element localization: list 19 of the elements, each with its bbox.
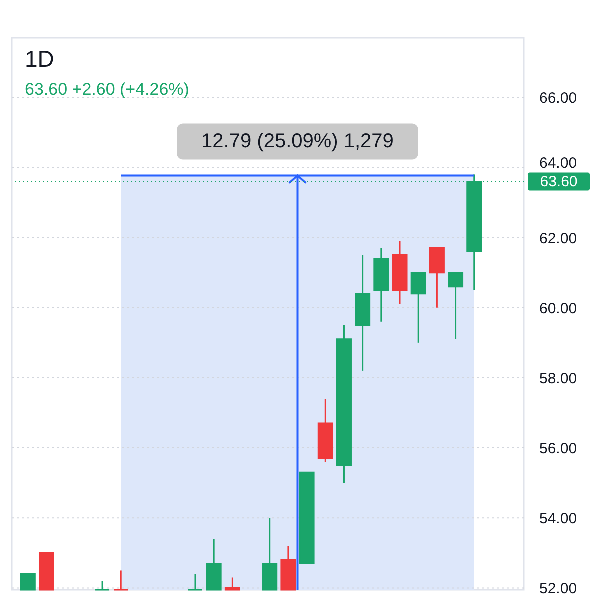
candlestick [20,573,36,591]
candlestick [410,272,426,344]
band-label: 12.79 (25.09%) 1,279 [202,130,394,153]
y-tick-label: 54.00 [540,510,578,528]
candlestick [94,580,110,591]
y-tick-label: 58.00 [540,370,578,388]
y-tick-label: 52.00 [540,580,578,598]
y-tick-label: 60.00 [540,300,578,318]
candlestick [188,573,204,591]
candlestick [224,576,240,591]
chart-title: 1D [25,46,54,72]
text: 63.60 +2.60 (+4.26%) [25,80,190,99]
candlestick [113,570,129,591]
y-tick-label: 64.00 [540,155,578,172]
ref-line-label: 63.60 [540,174,578,191]
y-tick-label: 56.00 [540,440,578,458]
candlestick [448,272,464,340]
y-tick-label: 62.00 [540,230,578,248]
y-tick-label: 66.00 [540,90,578,108]
